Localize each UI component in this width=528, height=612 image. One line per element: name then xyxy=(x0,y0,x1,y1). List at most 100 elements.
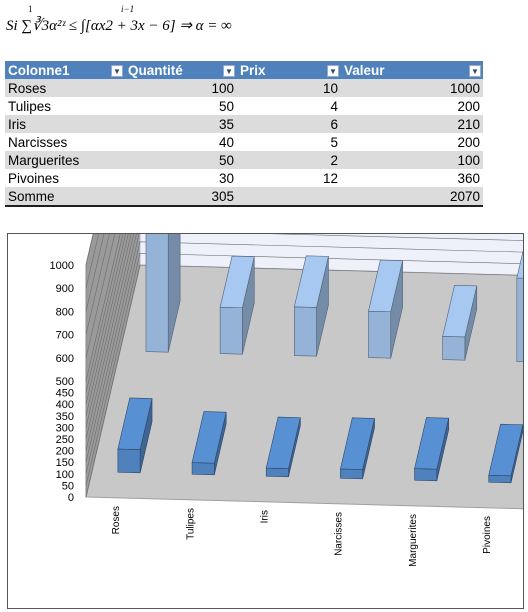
cell[interactable]: 10 xyxy=(237,79,341,97)
cell[interactable] xyxy=(237,187,341,207)
x-category-label: Tulipes xyxy=(185,508,196,540)
header-colonne1[interactable]: Colonne1 ▼ xyxy=(5,61,125,79)
bar-face xyxy=(516,250,523,279)
table-row[interactable]: Narcisses 40 5 200 xyxy=(5,133,483,151)
cell[interactable]: 200 xyxy=(457,134,480,150)
formula-prefix: Si xyxy=(6,18,18,34)
bar-quantite-pivoines[interactable] xyxy=(488,423,523,484)
cell[interactable]: 30 xyxy=(218,170,234,186)
cell[interactable]: 35 xyxy=(125,115,237,133)
cell[interactable]: Pivoines xyxy=(8,170,60,186)
formula-sum-upper: 1 xyxy=(28,4,33,14)
bar-quantite-roses[interactable] xyxy=(117,397,153,474)
formula-body: Si ∑∛3α²ᶻ ≤ ∫[αx2 + 3x − 6] ⇒ α = ∞ xyxy=(6,16,232,35)
table-row[interactable]: Roses 100 10 1000 xyxy=(5,79,483,97)
bar-valeur-tulipes[interactable] xyxy=(219,255,255,355)
gridline xyxy=(85,234,110,335)
bar-quantite-iris[interactable] xyxy=(265,416,301,478)
bar-face xyxy=(167,234,181,353)
y-tick-label: 50 xyxy=(62,480,74,492)
y-tick-label: 800 xyxy=(56,306,74,318)
table-row[interactable]: Pivoines 30 12 360 xyxy=(5,169,483,187)
bar-face xyxy=(340,468,363,480)
bar-face xyxy=(294,306,317,357)
table-row[interactable]: Tulipes 50 4 200 xyxy=(5,97,483,115)
bar-face xyxy=(191,462,215,476)
header-quantite[interactable]: Quantité ▼ xyxy=(125,61,237,79)
bar-face xyxy=(293,255,329,308)
chart-area[interactable]: 0 50 100 150 200 250 300 350 400 450 500 600 700 800 9… xyxy=(7,233,524,609)
data-table: Colonne1 ▼ Quantité ▼ Prix ▼ Valeur ▼ Roses … xyxy=(5,61,483,207)
gridline xyxy=(85,234,523,463)
bar-face xyxy=(145,234,169,353)
y-tick-label: 150 xyxy=(56,457,74,469)
bar-face xyxy=(442,284,478,338)
filter-dropdown-icon[interactable]: ▼ xyxy=(327,64,339,77)
gridline xyxy=(85,234,121,382)
cell[interactable]: Narcisses xyxy=(8,134,68,150)
bar-valeur-narcisses[interactable] xyxy=(368,259,403,359)
bar-quantite-narcisses[interactable] xyxy=(340,417,375,480)
bar-quantite-tulipes[interactable] xyxy=(191,411,227,476)
filter-dropdown-icon[interactable]: ▼ xyxy=(469,64,481,77)
bar-face xyxy=(368,310,392,359)
gridline xyxy=(85,234,124,393)
y-tick-label: 900 xyxy=(56,283,74,295)
bar-quantite-marguerites[interactable] xyxy=(414,417,450,482)
table-row[interactable]: Marguerites 50 2 100 xyxy=(5,151,483,169)
bar-valeur-iris[interactable] xyxy=(293,255,329,357)
bar-face xyxy=(488,474,512,484)
bar-face xyxy=(117,448,141,474)
x-category-label: Narcisses xyxy=(334,512,345,556)
bar-face xyxy=(414,468,438,482)
bar-face xyxy=(191,411,227,464)
bar-valeur-roses[interactable] xyxy=(145,234,181,353)
y-tick-label: 300 xyxy=(56,422,74,434)
cell[interactable]: 50 xyxy=(218,98,234,114)
filter-dropdown-icon[interactable]: ▼ xyxy=(111,64,123,77)
formula: 1 i−1 Si ∑∛3α²ᶻ ≤ ∫[αx2 + 3x − 6] ⇒ α = … xyxy=(6,4,306,44)
y-tick-label: 500 xyxy=(56,376,74,388)
cell[interactable]: Marguerites xyxy=(5,151,125,169)
bar-valeur-pivoines[interactable] xyxy=(516,234,523,363)
cell[interactable]: 2070 xyxy=(341,187,483,207)
bar-face xyxy=(219,255,255,309)
gridline xyxy=(85,234,126,405)
cell[interactable]: 6 xyxy=(237,115,341,133)
table-row[interactable]: Iris 35 6 210 xyxy=(5,115,483,133)
y-tick-label: 200 xyxy=(56,446,74,458)
x-category-label: Marguerites xyxy=(408,514,419,567)
x-category-label: Roses xyxy=(111,506,122,534)
cell[interactable]: 305 xyxy=(125,187,237,207)
cell[interactable]: Somme xyxy=(5,187,125,207)
table-total-row[interactable]: Somme 305 2070 xyxy=(5,187,483,207)
cell[interactable]: 100 xyxy=(341,151,483,169)
cell[interactable]: 360 xyxy=(457,170,480,186)
y-tick-label: 350 xyxy=(56,411,74,423)
cell[interactable]: Roses xyxy=(5,79,125,97)
cell[interactable]: 4 xyxy=(330,98,338,114)
cell[interactable]: 200 xyxy=(457,98,480,114)
cell[interactable]: 50 xyxy=(125,151,237,169)
cell[interactable]: 12 xyxy=(322,170,338,186)
cell[interactable]: Iris xyxy=(5,115,125,133)
cell[interactable]: 210 xyxy=(341,115,483,133)
y-tick-label: 450 xyxy=(56,388,74,400)
x-category-label: Pivoines xyxy=(482,516,493,554)
bar-face xyxy=(368,259,403,313)
cell[interactable]: Tulipes xyxy=(8,98,52,114)
cell[interactable]: 40 xyxy=(218,134,234,150)
bar-face xyxy=(414,417,450,470)
cell[interactable]: 100 xyxy=(125,79,237,97)
y-tick-label: 600 xyxy=(56,353,74,365)
bar-valeur-marguerites[interactable] xyxy=(442,284,478,361)
cell[interactable]: 5 xyxy=(330,134,338,150)
cell[interactable]: 1000 xyxy=(341,79,483,97)
cell[interactable]: 2 xyxy=(237,151,341,169)
filter-dropdown-icon[interactable]: ▼ xyxy=(223,64,235,77)
header-valeur[interactable]: Valeur ▼ xyxy=(341,61,483,79)
bar-face xyxy=(442,336,466,361)
header-prix[interactable]: Prix ▼ xyxy=(237,61,341,79)
bar-face xyxy=(265,416,301,469)
